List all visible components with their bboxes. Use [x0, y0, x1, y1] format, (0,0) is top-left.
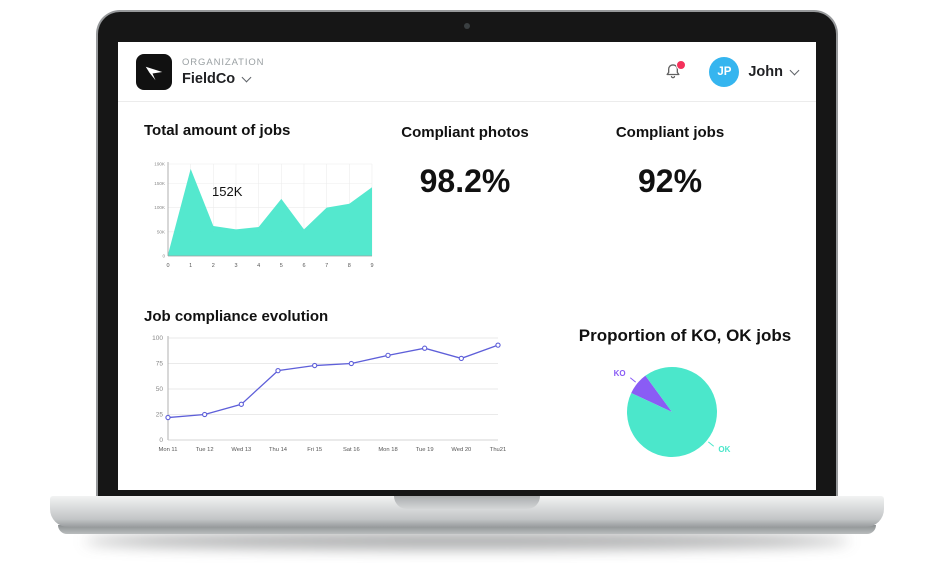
organization-name: FieldCo	[182, 70, 236, 87]
app-header: ORGANIZATION FieldCo JP John	[118, 42, 816, 102]
svg-text:190K: 190K	[154, 162, 166, 167]
section-title-compliance-evolution: Job compliance evolution	[144, 308, 329, 325]
svg-text:100: 100	[152, 335, 163, 342]
svg-text:Wed 20: Wed 20	[451, 447, 471, 453]
svg-text:Tue 12: Tue 12	[196, 447, 214, 453]
avatar[interactable]: JP	[709, 56, 740, 87]
app-logo[interactable]	[136, 53, 172, 90]
area-chart-annotation: 152K	[212, 184, 243, 199]
svg-text:Tue 19: Tue 19	[416, 447, 434, 453]
svg-text:Thu21: Thu21	[490, 447, 506, 453]
svg-text:1: 1	[189, 263, 192, 269]
organization-label: ORGANIZATION	[182, 56, 265, 68]
laptop-base-notch	[394, 496, 540, 509]
pie-chart-ko-ok: KO OK	[570, 352, 790, 488]
chevron-down-icon	[241, 72, 252, 83]
svg-text:OK: OK	[718, 445, 730, 454]
user-menu[interactable]: John	[748, 63, 800, 80]
svg-text:0: 0	[162, 254, 165, 259]
arrow-logo-icon	[145, 66, 163, 80]
section-title-ko-ok-proportion: Proportion of KO, OK jobs	[578, 326, 792, 345]
svg-text:Fri 15: Fri 15	[307, 447, 322, 453]
organization-block: ORGANIZATION FieldCo	[182, 57, 264, 87]
webcam-dot	[464, 23, 470, 29]
svg-text:50K: 50K	[157, 229, 166, 234]
area-chart-svg: 0 50K 100K 150K 190K 0 1 2 3 4 5 6 7 8 9	[154, 162, 373, 269]
svg-text:100K: 100K	[154, 205, 166, 210]
svg-text:Thu 14: Thu 14	[269, 447, 288, 453]
svg-text:0: 0	[159, 437, 163, 444]
svg-text:Mon 18: Mon 18	[378, 447, 397, 453]
svg-text:25: 25	[156, 412, 164, 419]
svg-text:3: 3	[234, 263, 237, 269]
svg-text:KO: KO	[614, 369, 626, 378]
svg-text:2: 2	[212, 263, 215, 269]
svg-text:4: 4	[257, 263, 260, 269]
stat-value: 98.2%	[419, 163, 511, 199]
stat-label: Compliant photos	[401, 124, 529, 141]
svg-text:50: 50	[156, 386, 164, 393]
svg-text:0: 0	[166, 263, 169, 269]
pie-chart-svg: KO OK	[614, 367, 731, 457]
organization-selector[interactable]: FieldCo	[182, 71, 264, 87]
area-chart-total-jobs: 0 50K 100K 150K 190K 0 1 2 3 4 5 6 7 8 9 152K	[148, 154, 380, 272]
line-chart-svg: 0 25 50 75 100 Mon 11 Tue 12 Wed 13 Thu 14 Fri 15…	[152, 335, 506, 453]
chevron-down-icon	[789, 65, 800, 76]
line-chart-compliance: 0 25 50 75 100 Mon 11 Tue 12 Wed 13 Thu 14 Fri 15…	[142, 330, 510, 462]
svg-text:6: 6	[302, 263, 305, 269]
stat-value: 92%	[637, 163, 703, 199]
laptop-base-underside	[58, 525, 876, 534]
svg-text:7: 7	[325, 263, 328, 269]
svg-text:Mon 11: Mon 11	[159, 447, 178, 453]
svg-text:75: 75	[156, 361, 164, 368]
section-title-total-jobs: Total amount of jobs	[144, 122, 291, 139]
bell-icon	[666, 63, 680, 78]
svg-text:8: 8	[348, 263, 351, 269]
user-name: John	[748, 63, 783, 80]
svg-text:5: 5	[280, 263, 283, 269]
svg-text:Sat 16: Sat 16	[343, 447, 360, 453]
svg-text:Wed 13: Wed 13	[231, 447, 251, 453]
stat-label: Compliant jobs	[615, 124, 725, 141]
svg-text:150K: 150K	[154, 181, 166, 186]
stat-compliant-photos: Compliant photos 98.2%	[370, 124, 560, 200]
notifications-button[interactable]	[663, 59, 687, 83]
laptop-shadow	[84, 533, 850, 549]
svg-text:9: 9	[370, 263, 373, 269]
notification-dot	[676, 59, 687, 70]
stat-compliant-jobs: Compliant jobs 92%	[575, 124, 765, 200]
dashboard-screen: ORGANIZATION FieldCo JP John Total amoun…	[118, 42, 816, 490]
